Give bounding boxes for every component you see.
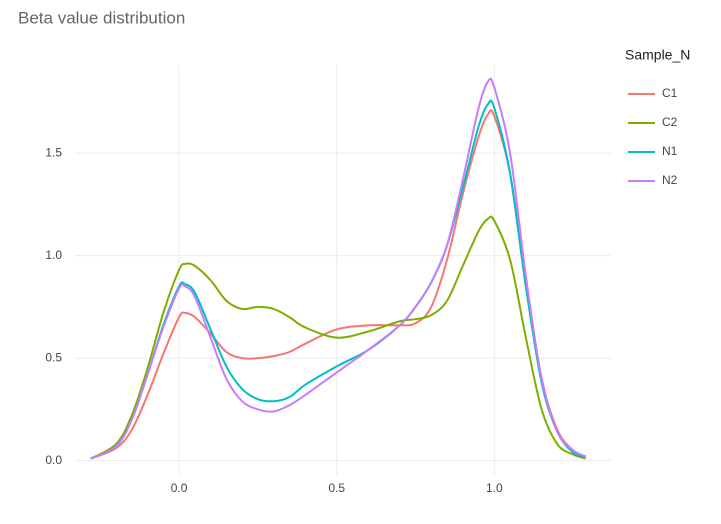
y-tick-label: 0.5 xyxy=(45,350,62,364)
chart-title: Beta value distribution xyxy=(18,8,185,27)
y-tick-label: 0.0 xyxy=(45,453,62,467)
x-tick-label: 0.0 xyxy=(171,481,188,495)
legend-label: N2 xyxy=(662,173,678,187)
density-line xyxy=(90,77,587,460)
legend-label: N1 xyxy=(662,144,678,158)
y-tick-label: 1.0 xyxy=(45,248,62,262)
y-tick-label: 1.5 xyxy=(45,145,62,159)
density-line xyxy=(90,215,587,460)
density-line xyxy=(90,99,587,460)
x-tick-label: 0.5 xyxy=(328,481,345,495)
legend-label: C1 xyxy=(662,86,678,100)
x-tick-label: 1.0 xyxy=(486,481,503,495)
legend-label: C2 xyxy=(662,115,678,129)
legend-title: Sample_N xyxy=(625,47,690,63)
